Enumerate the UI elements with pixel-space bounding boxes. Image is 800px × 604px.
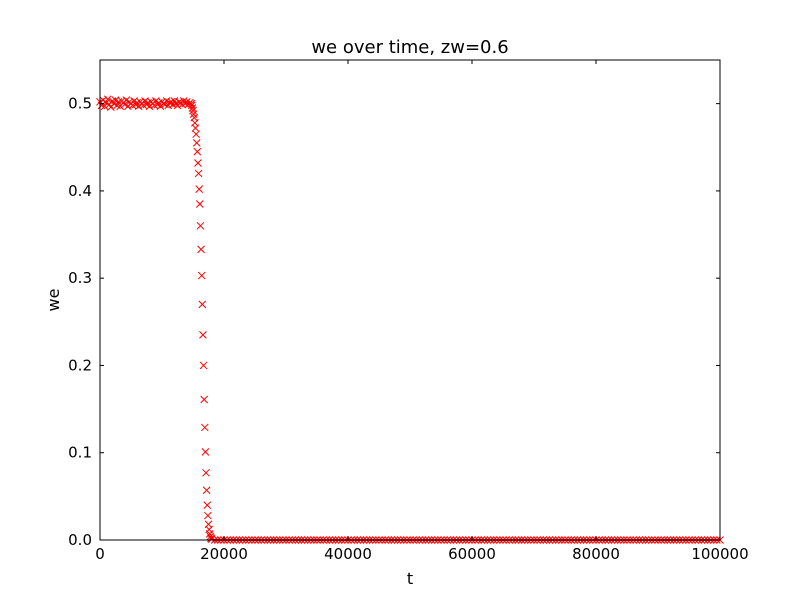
data-point xyxy=(203,501,212,509)
data-point xyxy=(103,95,112,104)
data-point xyxy=(194,159,202,167)
x-tick-label: 80000 xyxy=(572,545,620,563)
data-point xyxy=(192,139,201,147)
data-point xyxy=(200,423,209,432)
x-tick-label: 60000 xyxy=(448,545,496,563)
data-point xyxy=(205,530,214,538)
x-tick-label: 0 xyxy=(95,545,105,563)
data-point xyxy=(197,245,205,254)
data-point xyxy=(199,331,207,339)
data-point xyxy=(196,221,205,230)
y-tick-label: 0.2 xyxy=(68,356,92,374)
data-point xyxy=(198,300,207,309)
x-tick-label: 20000 xyxy=(200,545,248,563)
y-tick-label: 0.1 xyxy=(68,444,92,462)
data-point xyxy=(204,511,212,520)
data-point xyxy=(199,361,208,370)
data-point xyxy=(201,448,210,456)
x-axis-label: t xyxy=(407,569,413,588)
data-point xyxy=(202,468,210,477)
y-axis-label: we xyxy=(44,289,63,312)
data-points xyxy=(96,95,724,544)
y-tick-label: 0.3 xyxy=(68,269,92,287)
y-tick-label: 0.5 xyxy=(68,95,92,113)
data-point xyxy=(193,147,202,156)
data-point xyxy=(191,124,200,132)
data-point xyxy=(195,185,204,194)
chart-title: we over time, zw=0.6 xyxy=(311,37,508,58)
y-tick-label: 0.4 xyxy=(68,182,92,200)
x-tick-label: 40000 xyxy=(324,545,372,563)
data-point xyxy=(194,169,203,178)
data-point xyxy=(195,200,204,208)
data-point xyxy=(192,130,200,139)
y-tick-label: 0.0 xyxy=(68,531,92,549)
data-point xyxy=(197,271,206,280)
data-point xyxy=(188,104,197,112)
data-point xyxy=(200,395,209,404)
data-point xyxy=(202,486,211,495)
axis-ticks: 0 20000 40000 60000 80000 100000 0.0 0.1 0.2 0.3 0… xyxy=(68,60,749,563)
x-tick-label: 100000 xyxy=(691,545,748,563)
data-point xyxy=(206,532,215,541)
plot-frame xyxy=(99,59,721,541)
